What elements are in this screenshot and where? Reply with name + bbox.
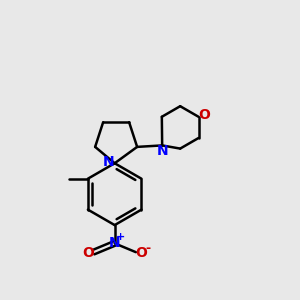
Text: N: N [109,236,121,250]
Text: -: - [146,242,151,254]
Text: O: O [199,108,210,122]
Text: O: O [82,246,94,260]
Text: +: + [116,232,125,242]
Text: N: N [102,155,114,169]
Text: O: O [135,246,147,260]
Text: N: N [156,144,168,158]
